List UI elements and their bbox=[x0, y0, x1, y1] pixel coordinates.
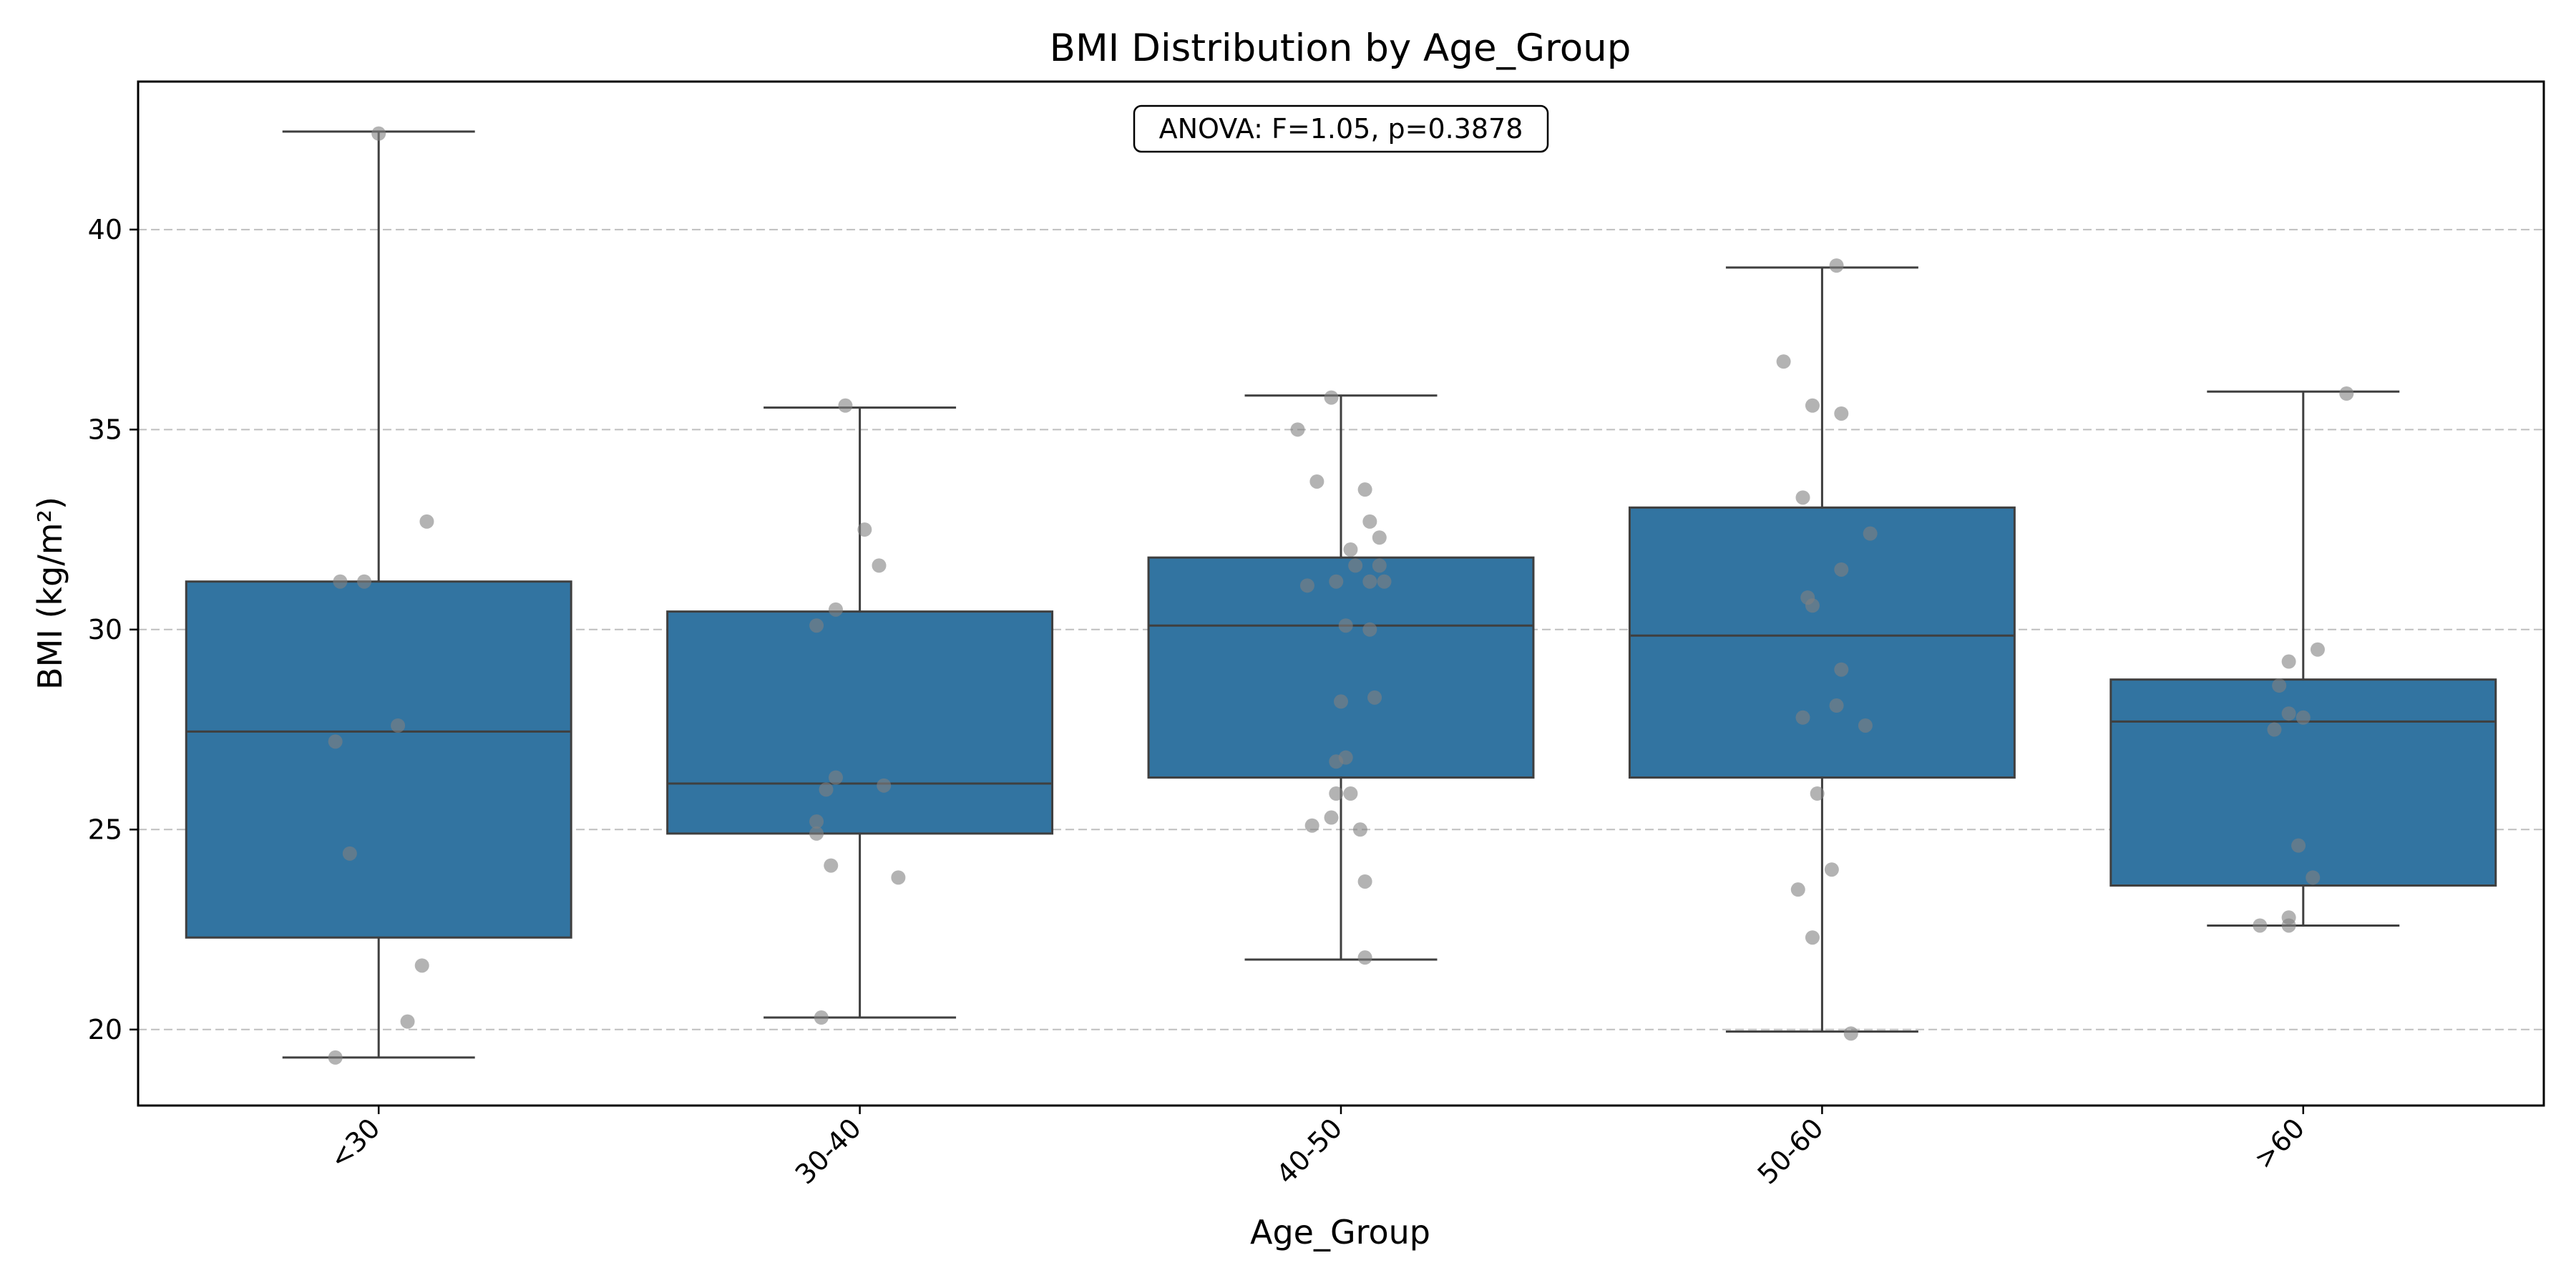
data-point bbox=[809, 618, 824, 633]
y-axis: 20 25 30 35 40 bbox=[88, 214, 138, 1045]
data-point bbox=[2310, 642, 2325, 657]
data-point bbox=[1324, 390, 1339, 405]
point-series bbox=[328, 126, 2354, 1065]
data-point bbox=[1372, 558, 1387, 573]
data-point bbox=[1834, 562, 1849, 577]
data-point bbox=[357, 574, 372, 589]
x-axis-label: Age_Group bbox=[1250, 1213, 1430, 1252]
data-point bbox=[1299, 578, 1314, 593]
annotation-box bbox=[1133, 104, 1549, 153]
data-point bbox=[1790, 882, 1805, 897]
data-point bbox=[342, 846, 357, 861]
y-tick-label: 20 bbox=[88, 1014, 122, 1045]
data-point bbox=[328, 1050, 343, 1065]
data-point bbox=[2306, 870, 2321, 885]
data-point bbox=[1329, 574, 1344, 589]
data-point bbox=[809, 814, 824, 829]
box-group bbox=[1147, 394, 1535, 961]
data-point bbox=[1338, 618, 1353, 633]
data-point bbox=[2296, 710, 2311, 725]
box-rect bbox=[666, 610, 1054, 835]
data-point bbox=[1324, 810, 1339, 825]
data-point bbox=[1372, 530, 1387, 545]
box-rect bbox=[185, 580, 572, 939]
data-point bbox=[1334, 694, 1348, 709]
data-point bbox=[2267, 722, 2282, 737]
data-point bbox=[2253, 918, 2268, 933]
data-point bbox=[1357, 874, 1372, 889]
annotation-text: ANOVA: F=1.05, p=0.3878 bbox=[1159, 113, 1523, 145]
anova-annotation: ANOVA: F=1.05, p=0.3878 bbox=[1133, 104, 1549, 153]
data-point bbox=[1377, 574, 1392, 589]
data-point bbox=[1362, 574, 1377, 589]
data-point bbox=[2291, 838, 2306, 853]
y-axis-label: BMI (kg/m²) bbox=[31, 497, 69, 690]
data-point bbox=[877, 778, 892, 793]
data-point bbox=[1348, 558, 1363, 573]
data-point bbox=[891, 870, 906, 885]
data-point bbox=[333, 574, 348, 589]
data-point bbox=[2281, 706, 2296, 721]
box-group bbox=[185, 130, 572, 1059]
data-point bbox=[1805, 598, 1820, 613]
data-point bbox=[2272, 678, 2287, 693]
data-point bbox=[828, 770, 843, 785]
data-point bbox=[1834, 662, 1849, 677]
data-point bbox=[824, 858, 839, 873]
data-point bbox=[828, 602, 843, 617]
data-point bbox=[857, 522, 872, 537]
data-point bbox=[1290, 422, 1305, 437]
chart-title: BMI Distribution by Age_Group bbox=[1050, 26, 1631, 70]
data-point bbox=[2281, 918, 2296, 933]
data-point bbox=[1795, 490, 1810, 505]
data-point bbox=[391, 718, 406, 733]
data-point bbox=[819, 782, 834, 797]
data-point bbox=[419, 514, 434, 529]
data-point bbox=[1795, 710, 1810, 725]
box-rect bbox=[1147, 556, 1535, 779]
data-point bbox=[838, 398, 853, 413]
data-point bbox=[1810, 786, 1825, 801]
data-point bbox=[809, 826, 824, 841]
data-point bbox=[814, 1010, 829, 1025]
data-point bbox=[414, 958, 429, 973]
data-point bbox=[371, 126, 386, 141]
data-point bbox=[1367, 690, 1382, 705]
data-point bbox=[1343, 542, 1358, 557]
data-point bbox=[1352, 822, 1367, 837]
data-point bbox=[1304, 818, 1319, 833]
data-point bbox=[1309, 474, 1324, 489]
data-point bbox=[328, 734, 343, 749]
box-group bbox=[666, 406, 1054, 1019]
data-point bbox=[2339, 386, 2354, 401]
data-point bbox=[1357, 950, 1372, 965]
y-tick-label: 35 bbox=[88, 414, 122, 445]
data-point bbox=[1357, 482, 1372, 497]
data-point bbox=[1362, 622, 1377, 637]
data-point bbox=[1362, 514, 1377, 529]
data-point bbox=[1805, 930, 1820, 945]
data-point bbox=[1863, 526, 1878, 541]
data-point bbox=[1829, 698, 1844, 713]
data-point bbox=[1829, 258, 1844, 273]
y-tick-label: 40 bbox=[88, 214, 122, 245]
data-point bbox=[1329, 754, 1344, 769]
plot-area: ANOVA: F=1.05, p=0.3878 bbox=[137, 80, 2545, 1107]
y-tick-label: 25 bbox=[88, 814, 122, 845]
box-group bbox=[1628, 266, 2016, 1033]
data-point bbox=[2281, 654, 2296, 669]
data-point bbox=[872, 558, 887, 573]
data-point bbox=[400, 1014, 415, 1029]
data-point bbox=[1343, 786, 1358, 801]
data-point bbox=[1834, 406, 1849, 421]
data-point bbox=[1858, 718, 1873, 733]
data-point bbox=[1824, 862, 1839, 877]
y-tick-label: 30 bbox=[88, 614, 122, 645]
data-point bbox=[1805, 398, 1820, 413]
data-point bbox=[1329, 786, 1344, 801]
box-rect bbox=[1628, 506, 2016, 779]
data-point bbox=[1843, 1026, 1858, 1041]
data-point bbox=[1776, 354, 1791, 369]
